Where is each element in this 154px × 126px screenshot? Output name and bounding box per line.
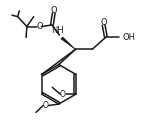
Text: O: O <box>36 22 43 31</box>
Text: O: O <box>42 101 48 110</box>
Text: O: O <box>59 90 65 99</box>
Text: O: O <box>51 6 57 15</box>
Text: O: O <box>100 18 107 27</box>
Text: OH: OH <box>122 33 135 42</box>
Polygon shape <box>61 37 75 49</box>
Text: NH: NH <box>51 26 64 35</box>
